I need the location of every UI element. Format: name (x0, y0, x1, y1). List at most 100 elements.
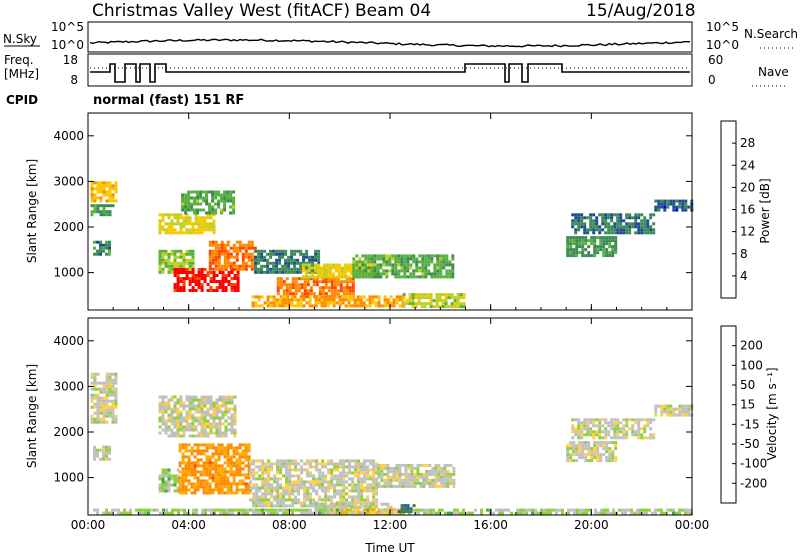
colorbar-tick-label: 4 (740, 269, 748, 283)
echo-cell (301, 269, 305, 273)
echo-cell (360, 462, 364, 466)
echo-cell (187, 205, 191, 209)
echo-cell (105, 448, 108, 452)
echo-cell (205, 190, 209, 194)
echo-cell (255, 477, 259, 481)
echo-cell (637, 231, 641, 235)
echo-cell (200, 219, 204, 223)
echo-cell (302, 295, 306, 299)
echo-cell (348, 489, 352, 493)
echo-cell (578, 456, 582, 460)
echo-cell (346, 275, 350, 279)
echo-cell (285, 459, 289, 463)
beam-label: Beam 04 (355, 1, 431, 21)
echo-cell (291, 489, 295, 493)
echo-cell (108, 448, 111, 452)
echo-cell (218, 271, 222, 274)
echo-cell (223, 255, 227, 259)
echo-cell (380, 502, 384, 506)
echo-cell (345, 292, 349, 296)
echo-cell (342, 511, 346, 515)
echo-cell (184, 491, 188, 495)
echo-cell (249, 486, 253, 490)
echo-cell (422, 478, 426, 482)
echo-cell (309, 480, 313, 484)
echo-cell (610, 216, 614, 220)
echo-cell (179, 216, 183, 220)
echo-cell (310, 272, 314, 276)
echo-cell (114, 396, 118, 400)
echo-cell (260, 264, 264, 268)
echo-cell (223, 243, 227, 247)
echo-cell (336, 489, 340, 493)
echo-cell (187, 202, 191, 206)
echo-cell (339, 280, 343, 284)
echo-cell (663, 511, 666, 515)
echo-cell (227, 398, 231, 402)
echo-cell (660, 508, 663, 512)
echo-cell (203, 225, 207, 229)
echo-cell (305, 267, 309, 271)
echo-cell (443, 472, 447, 476)
echo-cell (575, 239, 579, 243)
echo-cell (451, 257, 455, 261)
echo-cell (437, 469, 441, 473)
echo-cell (681, 407, 685, 411)
echo-cell (622, 219, 626, 223)
echo-cell (185, 274, 189, 277)
echo-cell (291, 474, 295, 478)
echo-cell (602, 444, 606, 448)
echo-cell (208, 190, 212, 194)
echo-cell (284, 298, 288, 302)
echo-cell (687, 404, 691, 408)
echo-cell (99, 420, 103, 424)
echo-cell (249, 489, 253, 493)
echo-cell (681, 205, 685, 209)
echo-cell (164, 480, 168, 484)
echo-cell (446, 475, 450, 479)
echo-cell (173, 483, 177, 487)
echo-cell (226, 476, 230, 480)
echo-cell (181, 476, 185, 480)
echo-cell (105, 411, 109, 415)
echo-cell (605, 254, 609, 258)
echo-cell (325, 272, 329, 276)
echo-cell (593, 441, 597, 445)
echo-cell (206, 271, 210, 274)
echo-cell (397, 272, 401, 276)
echo-cell (105, 372, 109, 376)
echo-cell (577, 427, 581, 431)
echo-cell (197, 407, 201, 411)
echo-cell (403, 269, 407, 273)
echo-cell (452, 469, 456, 473)
echo-cell (282, 283, 286, 287)
echo-cell (593, 248, 597, 252)
echo-cell (575, 459, 579, 463)
echo-cell (219, 511, 222, 515)
echo-cell (214, 467, 218, 471)
echo-cell (595, 219, 599, 223)
echo-cell (303, 480, 307, 484)
echo-cell (111, 420, 115, 424)
echo-cell (221, 434, 225, 438)
echo-cell (440, 469, 444, 473)
echo-cell (299, 267, 303, 271)
echo-cell (173, 255, 177, 259)
echo-cell (599, 456, 603, 460)
echo-cell (643, 418, 647, 422)
echo-cell (273, 486, 277, 490)
echo-cell (191, 277, 195, 280)
echo-cell (354, 495, 358, 499)
echo-cell (340, 272, 344, 276)
echo-cell (347, 295, 351, 299)
echo-cell (252, 477, 256, 481)
echo-cell (600, 508, 603, 512)
echo-cell (400, 510, 404, 514)
echo-cell (391, 269, 395, 273)
echo-cell (583, 424, 587, 428)
echo-cell (244, 464, 248, 468)
echo-cell (406, 254, 410, 258)
echo-cell (179, 398, 183, 402)
echo-cell (176, 277, 180, 280)
echo-cell (401, 484, 405, 488)
